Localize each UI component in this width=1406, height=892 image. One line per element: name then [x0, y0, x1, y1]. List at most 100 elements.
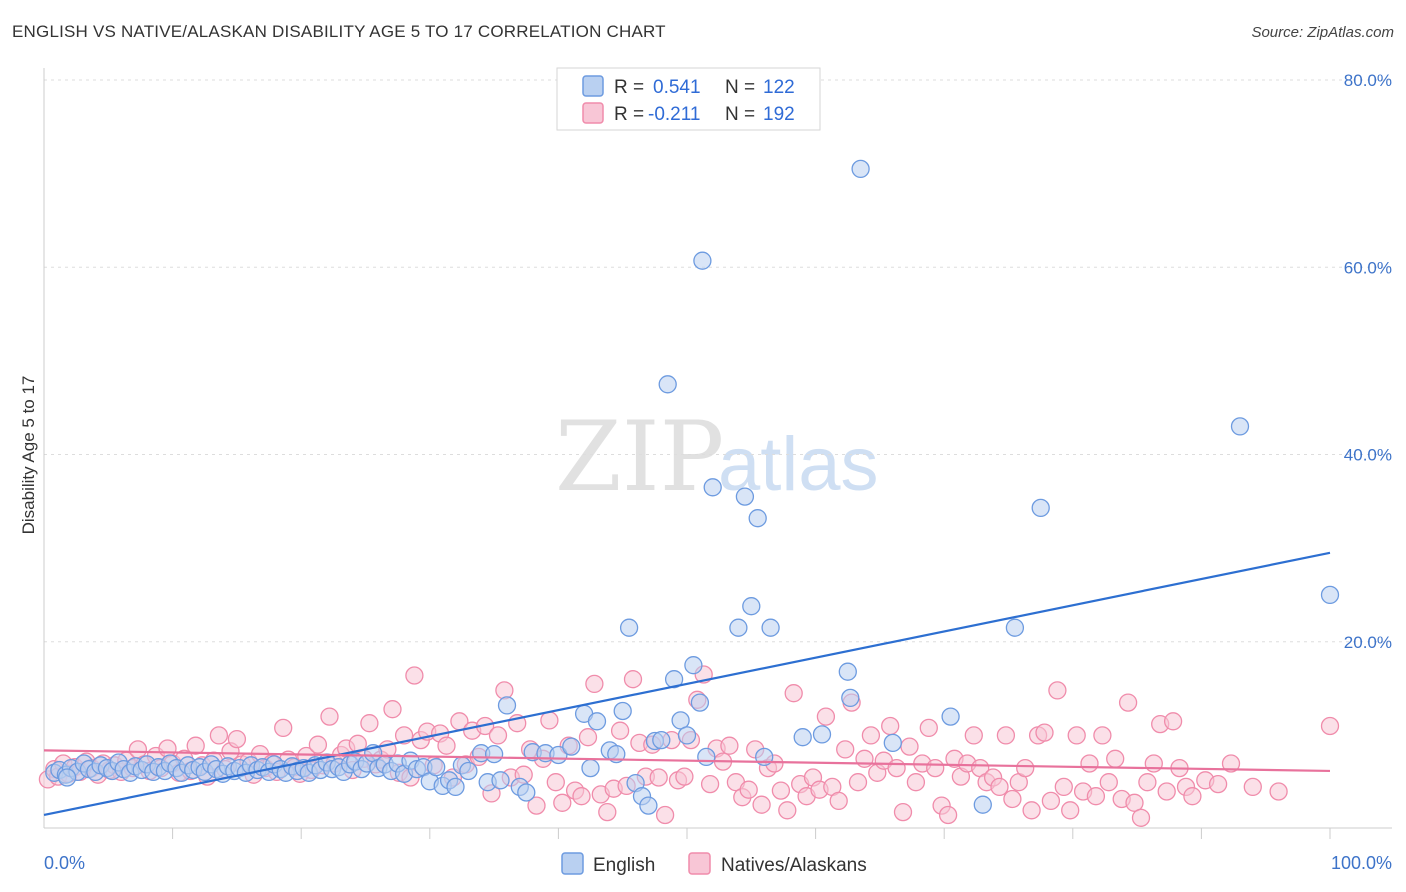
- english-point: [812, 725, 832, 744]
- english-point: [1230, 417, 1250, 436]
- native-point: [1157, 782, 1176, 801]
- native-point: [900, 737, 919, 756]
- english-point: [581, 758, 600, 778]
- y-tick-label-40: 40.0%: [1344, 446, 1392, 465]
- english-point: [639, 796, 658, 815]
- y-tick-label-20: 20.0%: [1344, 633, 1392, 652]
- native-point: [881, 716, 900, 736]
- native-point: [1243, 777, 1262, 797]
- native-point: [848, 773, 868, 792]
- legend-native-label: Natives/Alaskans: [721, 855, 867, 876]
- native-point: [598, 802, 617, 822]
- legend-native-swatch: [688, 852, 711, 875]
- native-point: [893, 802, 913, 822]
- native-r-label: R =: [614, 104, 644, 125]
- english-point: [652, 730, 671, 750]
- native-point: [1003, 789, 1022, 809]
- english-point: [883, 733, 902, 753]
- native-point: [739, 780, 758, 799]
- english-point: [973, 795, 992, 814]
- english-point: [57, 768, 77, 787]
- native-r-value: -0.211: [648, 104, 700, 125]
- english-point: [491, 771, 510, 790]
- english-legend-swatch: [582, 75, 604, 97]
- english-point: [587, 712, 607, 731]
- english-point: [658, 375, 677, 394]
- legend-english-label: English: [593, 855, 655, 876]
- english-point: [841, 688, 860, 708]
- native-point: [1208, 774, 1228, 794]
- legend-english-swatch: [561, 852, 584, 875]
- native-point: [1054, 777, 1073, 797]
- x-axis-ticks: [172, 828, 1331, 839]
- english-point: [851, 159, 870, 179]
- native-point: [610, 721, 630, 740]
- native-point: [540, 711, 559, 730]
- native-point: [906, 773, 926, 792]
- native-point: [1048, 681, 1067, 700]
- english-n-label: N =: [725, 77, 755, 98]
- native-point: [784, 684, 803, 703]
- native-point: [1061, 801, 1080, 820]
- english-n-value: 122: [763, 77, 795, 98]
- native-point: [771, 781, 791, 800]
- native-point: [186, 736, 205, 755]
- english-point: [1005, 618, 1025, 637]
- native-point: [1138, 773, 1157, 792]
- english-point: [742, 597, 761, 616]
- english-point: [793, 728, 812, 747]
- english-point: [677, 726, 697, 745]
- english-point: [838, 662, 857, 681]
- x-tick-labels: 0.0% 100.0%: [44, 853, 1392, 873]
- native-point: [405, 666, 424, 685]
- english-point: [484, 744, 504, 764]
- native-point: [816, 707, 836, 726]
- gridlines: [44, 79, 1392, 643]
- english-point: [735, 487, 755, 506]
- english-r-value: 0.541: [653, 77, 701, 98]
- native-point: [1035, 723, 1054, 742]
- native-n-label: N =: [725, 104, 755, 125]
- native-point: [1086, 787, 1106, 806]
- english-point: [684, 656, 703, 675]
- english-point: [427, 758, 446, 777]
- native-point: [495, 681, 514, 700]
- native-point: [1320, 716, 1340, 736]
- english-point: [664, 670, 684, 689]
- series-legend: English Natives/Alaskans: [561, 852, 867, 876]
- native-alaskan-points: [38, 665, 1340, 827]
- english-point: [497, 696, 517, 715]
- native-point: [488, 726, 508, 745]
- english-trend-line: [43, 551, 1331, 817]
- y-tick-label-80: 80.0%: [1344, 71, 1392, 90]
- native-point: [836, 740, 855, 759]
- native-point: [861, 726, 881, 745]
- x-tick-label-100: 100.0%: [1331, 853, 1392, 873]
- native-legend-swatch: [582, 102, 604, 124]
- native-n-value: 192: [763, 104, 795, 125]
- native-point: [829, 791, 848, 811]
- english-point: [1031, 498, 1050, 518]
- native-trend-line: [43, 749, 1331, 773]
- english-point: [748, 509, 767, 528]
- native-point: [887, 758, 906, 778]
- native-point: [1080, 754, 1099, 773]
- native-point: [1106, 749, 1125, 768]
- y-tick-labels: 80.0% 60.0% 40.0% 20.0%: [1344, 71, 1392, 652]
- native-point: [320, 707, 339, 726]
- english-point: [517, 783, 536, 802]
- native-point: [752, 795, 771, 814]
- native-point: [649, 768, 668, 787]
- english-point: [697, 747, 716, 767]
- native-point: [964, 726, 983, 745]
- native-point: [675, 767, 694, 786]
- stats-legend: R = 0.541 N = 122 R = -0.211 N = 192: [556, 67, 821, 131]
- native-point: [1022, 801, 1041, 820]
- native-point: [1099, 773, 1118, 792]
- native-point: [655, 805, 675, 825]
- english-point: [459, 761, 478, 781]
- y-tick-label-60: 60.0%: [1344, 258, 1392, 277]
- native-point: [1016, 758, 1035, 778]
- native-point: [990, 777, 1009, 797]
- english-point: [619, 618, 639, 637]
